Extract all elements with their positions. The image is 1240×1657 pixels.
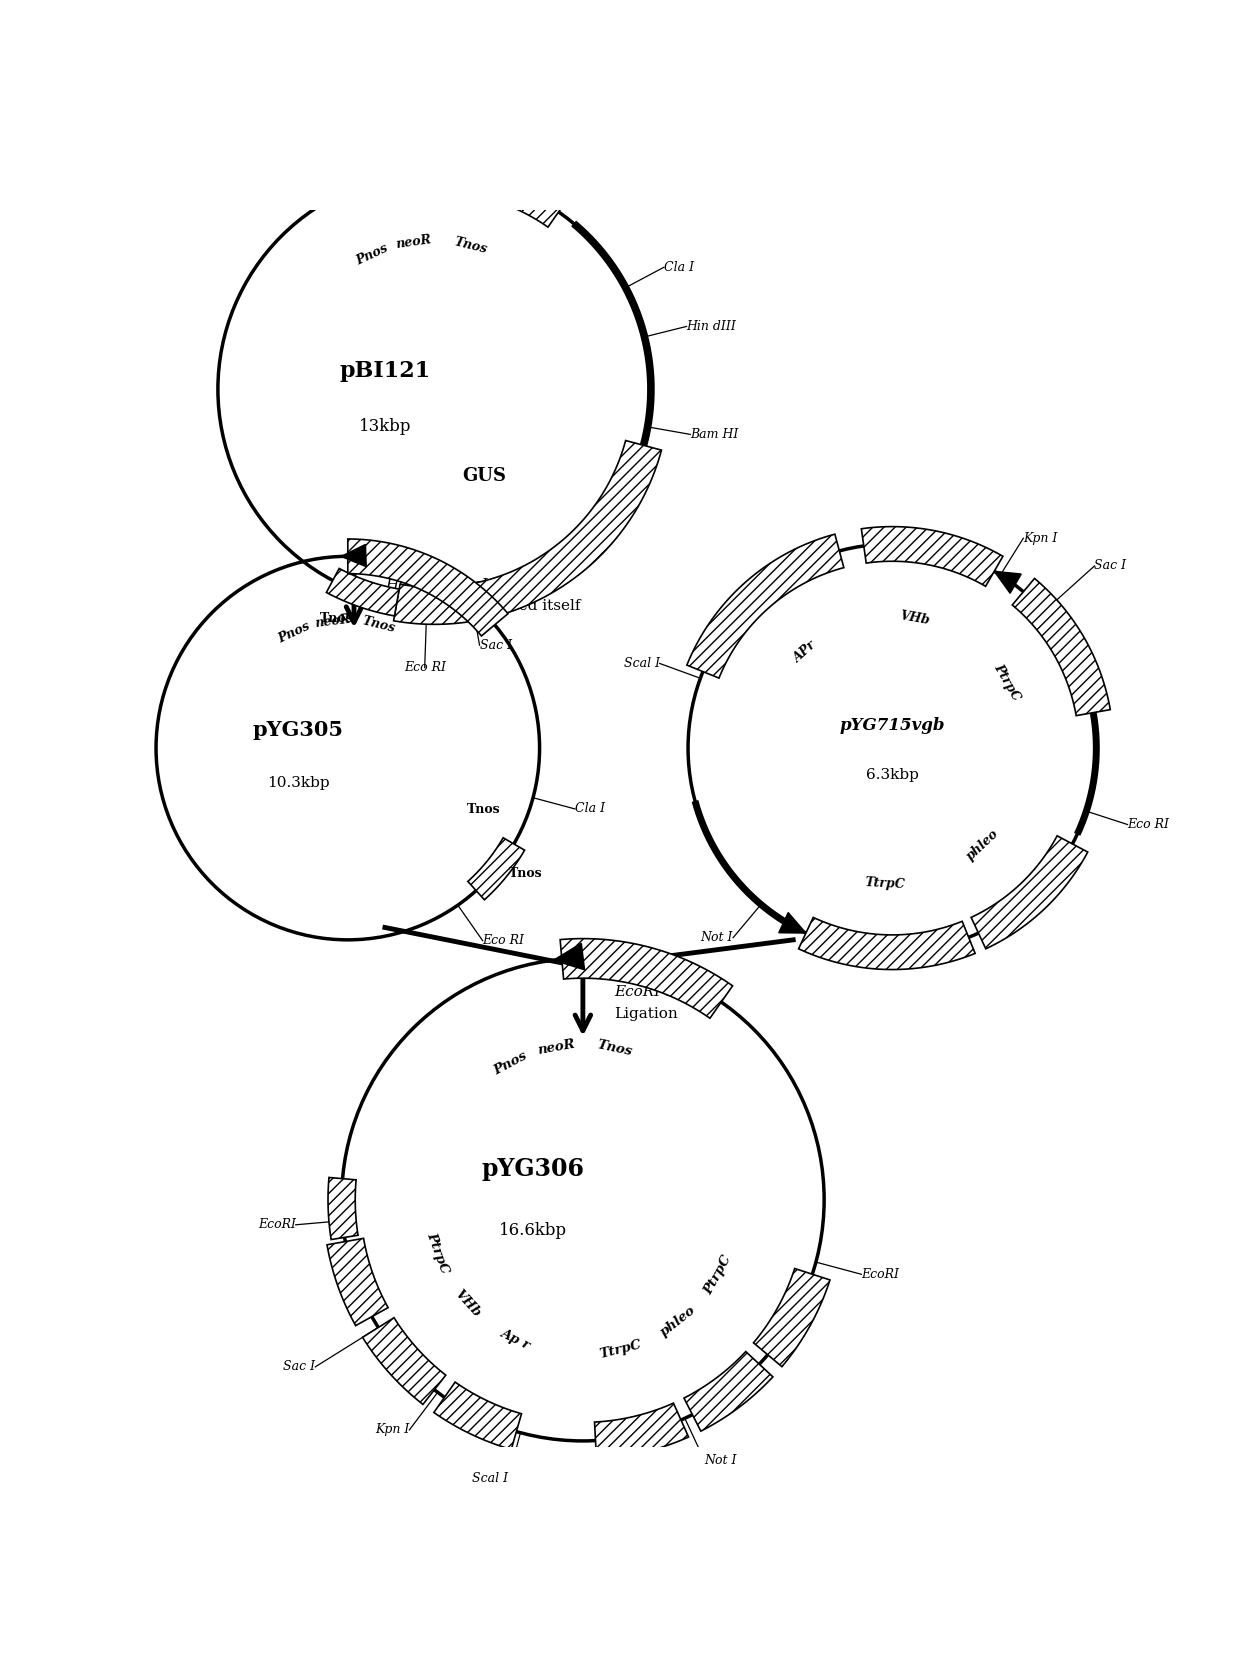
Polygon shape [687,534,844,678]
Text: neoR: neoR [536,1037,575,1057]
Text: TtrpC: TtrpC [598,1339,642,1360]
Text: Blunted and ligated itself: Blunted and ligated itself [384,598,580,613]
Text: Tnos: Tnos [596,1039,634,1059]
Polygon shape [553,943,584,969]
Polygon shape [779,913,806,933]
Text: EcoRI: EcoRI [862,1268,899,1281]
Text: Cla I: Cla I [663,260,694,273]
Text: Bam HI: Bam HI [691,428,739,441]
Text: EcoRI: EcoRI [258,1218,295,1231]
Text: 6.3kbp: 6.3kbp [866,769,919,782]
Polygon shape [467,838,525,900]
Text: Eco RI: Eco RI [404,661,445,674]
Text: APr: APr [791,638,820,664]
Text: Sac I: Sac I [283,1360,315,1374]
Polygon shape [347,539,508,636]
Text: Scal I: Scal I [472,1471,508,1485]
Polygon shape [326,568,399,616]
Polygon shape [684,1352,773,1432]
Polygon shape [862,527,1003,587]
Polygon shape [594,1403,688,1460]
Text: Eco RI: Eco RI [482,935,525,948]
Polygon shape [971,835,1087,949]
Polygon shape [329,1178,358,1239]
Text: Not I: Not I [701,931,733,944]
Text: pYG305: pYG305 [253,719,343,739]
Text: 10.3kbp: 10.3kbp [267,775,330,790]
Text: Pnos: Pnos [353,242,389,268]
Text: phleo: phleo [658,1304,698,1339]
Text: phleo: phleo [963,827,1001,863]
Text: PtrpC: PtrpC [991,661,1023,703]
Text: TtrpC: TtrpC [864,877,905,891]
Text: pBI121: pBI121 [340,360,430,381]
Text: Pnos: Pnos [275,620,312,646]
Text: Ligation: Ligation [614,1007,677,1021]
Text: Pnos: Pnos [491,1049,529,1077]
Polygon shape [434,1382,522,1450]
Text: HindIII+SacI digest: HindIII+SacI digest [384,578,539,592]
Text: Tnos: Tnos [508,867,542,880]
Text: Kpn I: Kpn I [1023,532,1058,545]
Polygon shape [327,1238,388,1326]
Polygon shape [1012,578,1110,716]
Text: Sac I: Sac I [480,638,512,651]
Polygon shape [362,1317,445,1405]
Text: neoR: neoR [314,613,351,630]
Polygon shape [393,441,661,625]
Text: PtrpC: PtrpC [424,1229,451,1274]
Text: Tnos: Tnos [453,235,489,255]
Polygon shape [754,1269,830,1367]
Text: Sac I: Sac I [1095,560,1127,572]
Text: Eco RI: Eco RI [1127,819,1169,832]
Text: VHb: VHb [899,608,931,626]
Text: neoR: neoR [396,234,433,252]
Text: Cla I: Cla I [575,802,605,815]
Text: pYG715vgb: pYG715vgb [839,717,945,734]
Text: 16.6kbp: 16.6kbp [500,1223,568,1239]
Text: EcoRI digest: EcoRI digest [614,984,712,999]
Polygon shape [994,572,1022,593]
Text: Kpn I: Kpn I [374,1423,409,1437]
Polygon shape [341,545,366,567]
Text: GUS: GUS [463,467,506,486]
Text: 13kbp: 13kbp [358,418,412,434]
Text: Hin dIII: Hin dIII [687,320,737,333]
Text: Tnos: Tnos [467,804,501,817]
Text: PtrpC: PtrpC [702,1253,734,1296]
Text: Ap r: Ap r [498,1326,532,1352]
Text: Not I: Not I [704,1455,738,1468]
Polygon shape [560,938,733,1019]
Polygon shape [434,154,569,227]
Polygon shape [799,918,975,969]
Text: pYG306: pYG306 [482,1157,585,1181]
Text: Tnos: Tnos [320,611,353,625]
Polygon shape [423,159,451,184]
Text: Scal I: Scal I [624,656,660,669]
Text: Tnos: Tnos [361,615,397,635]
Text: VHb: VHb [453,1287,484,1319]
